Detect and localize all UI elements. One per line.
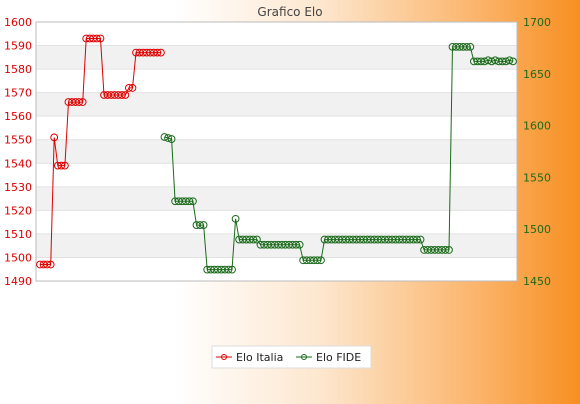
- data-point: [60, 161, 69, 170]
- y-right-tick-label: 1550: [523, 171, 551, 184]
- data-point: [189, 197, 197, 206]
- data-point: [121, 91, 130, 99]
- data-point: [231, 214, 240, 223]
- data-point: [224, 265, 233, 274]
- legend: Elo Italia Elo FIDE: [211, 345, 372, 369]
- data-point: [160, 133, 169, 141]
- data-point: [317, 256, 325, 265]
- grid-band: [36, 257, 517, 281]
- legend-item: Elo FIDE: [296, 351, 361, 364]
- data-point: [313, 256, 322, 265]
- y-left-tick-label: 1590: [4, 40, 32, 53]
- y-left-tick-label: 1510: [4, 228, 32, 241]
- data-point: [167, 135, 176, 143]
- data-point: [157, 48, 165, 57]
- legend-item: Elo Italia: [216, 351, 283, 364]
- data-point: [117, 91, 126, 99]
- data-point: [78, 98, 87, 106]
- legend-label: Elo Italia: [236, 351, 283, 364]
- plot-border: [35, 21, 518, 282]
- y-axis-right: 1450 1500 1550 1600 1650 1700: [523, 16, 551, 288]
- legend-marker: [301, 354, 307, 360]
- grid-band: [36, 116, 517, 140]
- data-point: [441, 246, 450, 254]
- data-point: [292, 240, 300, 249]
- y-right-tick-label: 1650: [523, 68, 551, 81]
- data-point: [164, 134, 172, 142]
- data-point: [466, 42, 475, 51]
- data-point: [125, 84, 133, 92]
- data-point: [153, 48, 162, 57]
- data-point: [46, 260, 55, 269]
- grid-band: [36, 186, 517, 211]
- data-point: [75, 98, 84, 106]
- data-point: [462, 42, 471, 51]
- y-right-tick-label: 1600: [523, 120, 551, 133]
- grid-band: [36, 45, 517, 70]
- y-left-tick-label: 1520: [4, 204, 32, 217]
- y-right-tick-label: 1450: [523, 275, 551, 288]
- y-left-tick-label: 1500: [4, 251, 32, 264]
- data-point: [445, 246, 453, 254]
- grid-band: [36, 163, 517, 187]
- grid-band: [36, 22, 517, 46]
- y-right-tick-label: 1500: [523, 223, 551, 236]
- y-right-tick-label: 1700: [523, 16, 551, 29]
- y-left-tick-label: 1560: [4, 110, 32, 123]
- data-point: [509, 57, 517, 66]
- data-point: [196, 221, 204, 229]
- data-point: [93, 34, 101, 43]
- data-point: [228, 265, 236, 274]
- data-point: [128, 84, 137, 92]
- series-elo-italia: [36, 34, 165, 269]
- data-point: [96, 34, 105, 43]
- y-axis-left: 1490 1500 1510 1520 1530 1540 1550 1560 1570 1580…: [4, 16, 32, 288]
- y-left-tick-label: 1600: [4, 16, 32, 29]
- y-left-tick-label: 1540: [4, 157, 32, 170]
- data-point: [505, 56, 514, 65]
- data-point: [416, 235, 425, 244]
- legend-marker: [221, 354, 227, 360]
- grid: [35, 21, 518, 282]
- data-point: [43, 260, 52, 269]
- y-left-tick-label: 1570: [4, 87, 32, 100]
- grid-band: [36, 139, 517, 164]
- legend-label: Elo FIDE: [316, 351, 361, 364]
- chart-title: Grafico Elo: [257, 5, 322, 19]
- grid-band: [36, 69, 517, 93]
- data-point: [50, 133, 59, 142]
- grid-band: [36, 92, 517, 117]
- y-left-tick-label: 1550: [4, 134, 32, 147]
- data-point: [253, 235, 261, 244]
- data-point: [185, 197, 194, 206]
- data-point: [413, 235, 421, 244]
- data-point: [57, 161, 66, 170]
- data-point: [295, 240, 304, 249]
- y-left-tick-label: 1530: [4, 181, 32, 194]
- data-point: [199, 221, 208, 229]
- grid-band: [36, 210, 517, 234]
- series-layer: [36, 34, 517, 274]
- y-left-tick-label: 1580: [4, 63, 32, 76]
- data-point: [249, 235, 258, 244]
- y-left-tick-label: 1490: [4, 275, 32, 288]
- legend-box: [211, 345, 372, 369]
- series-elo-fide: [160, 42, 517, 274]
- grid-band: [36, 233, 517, 258]
